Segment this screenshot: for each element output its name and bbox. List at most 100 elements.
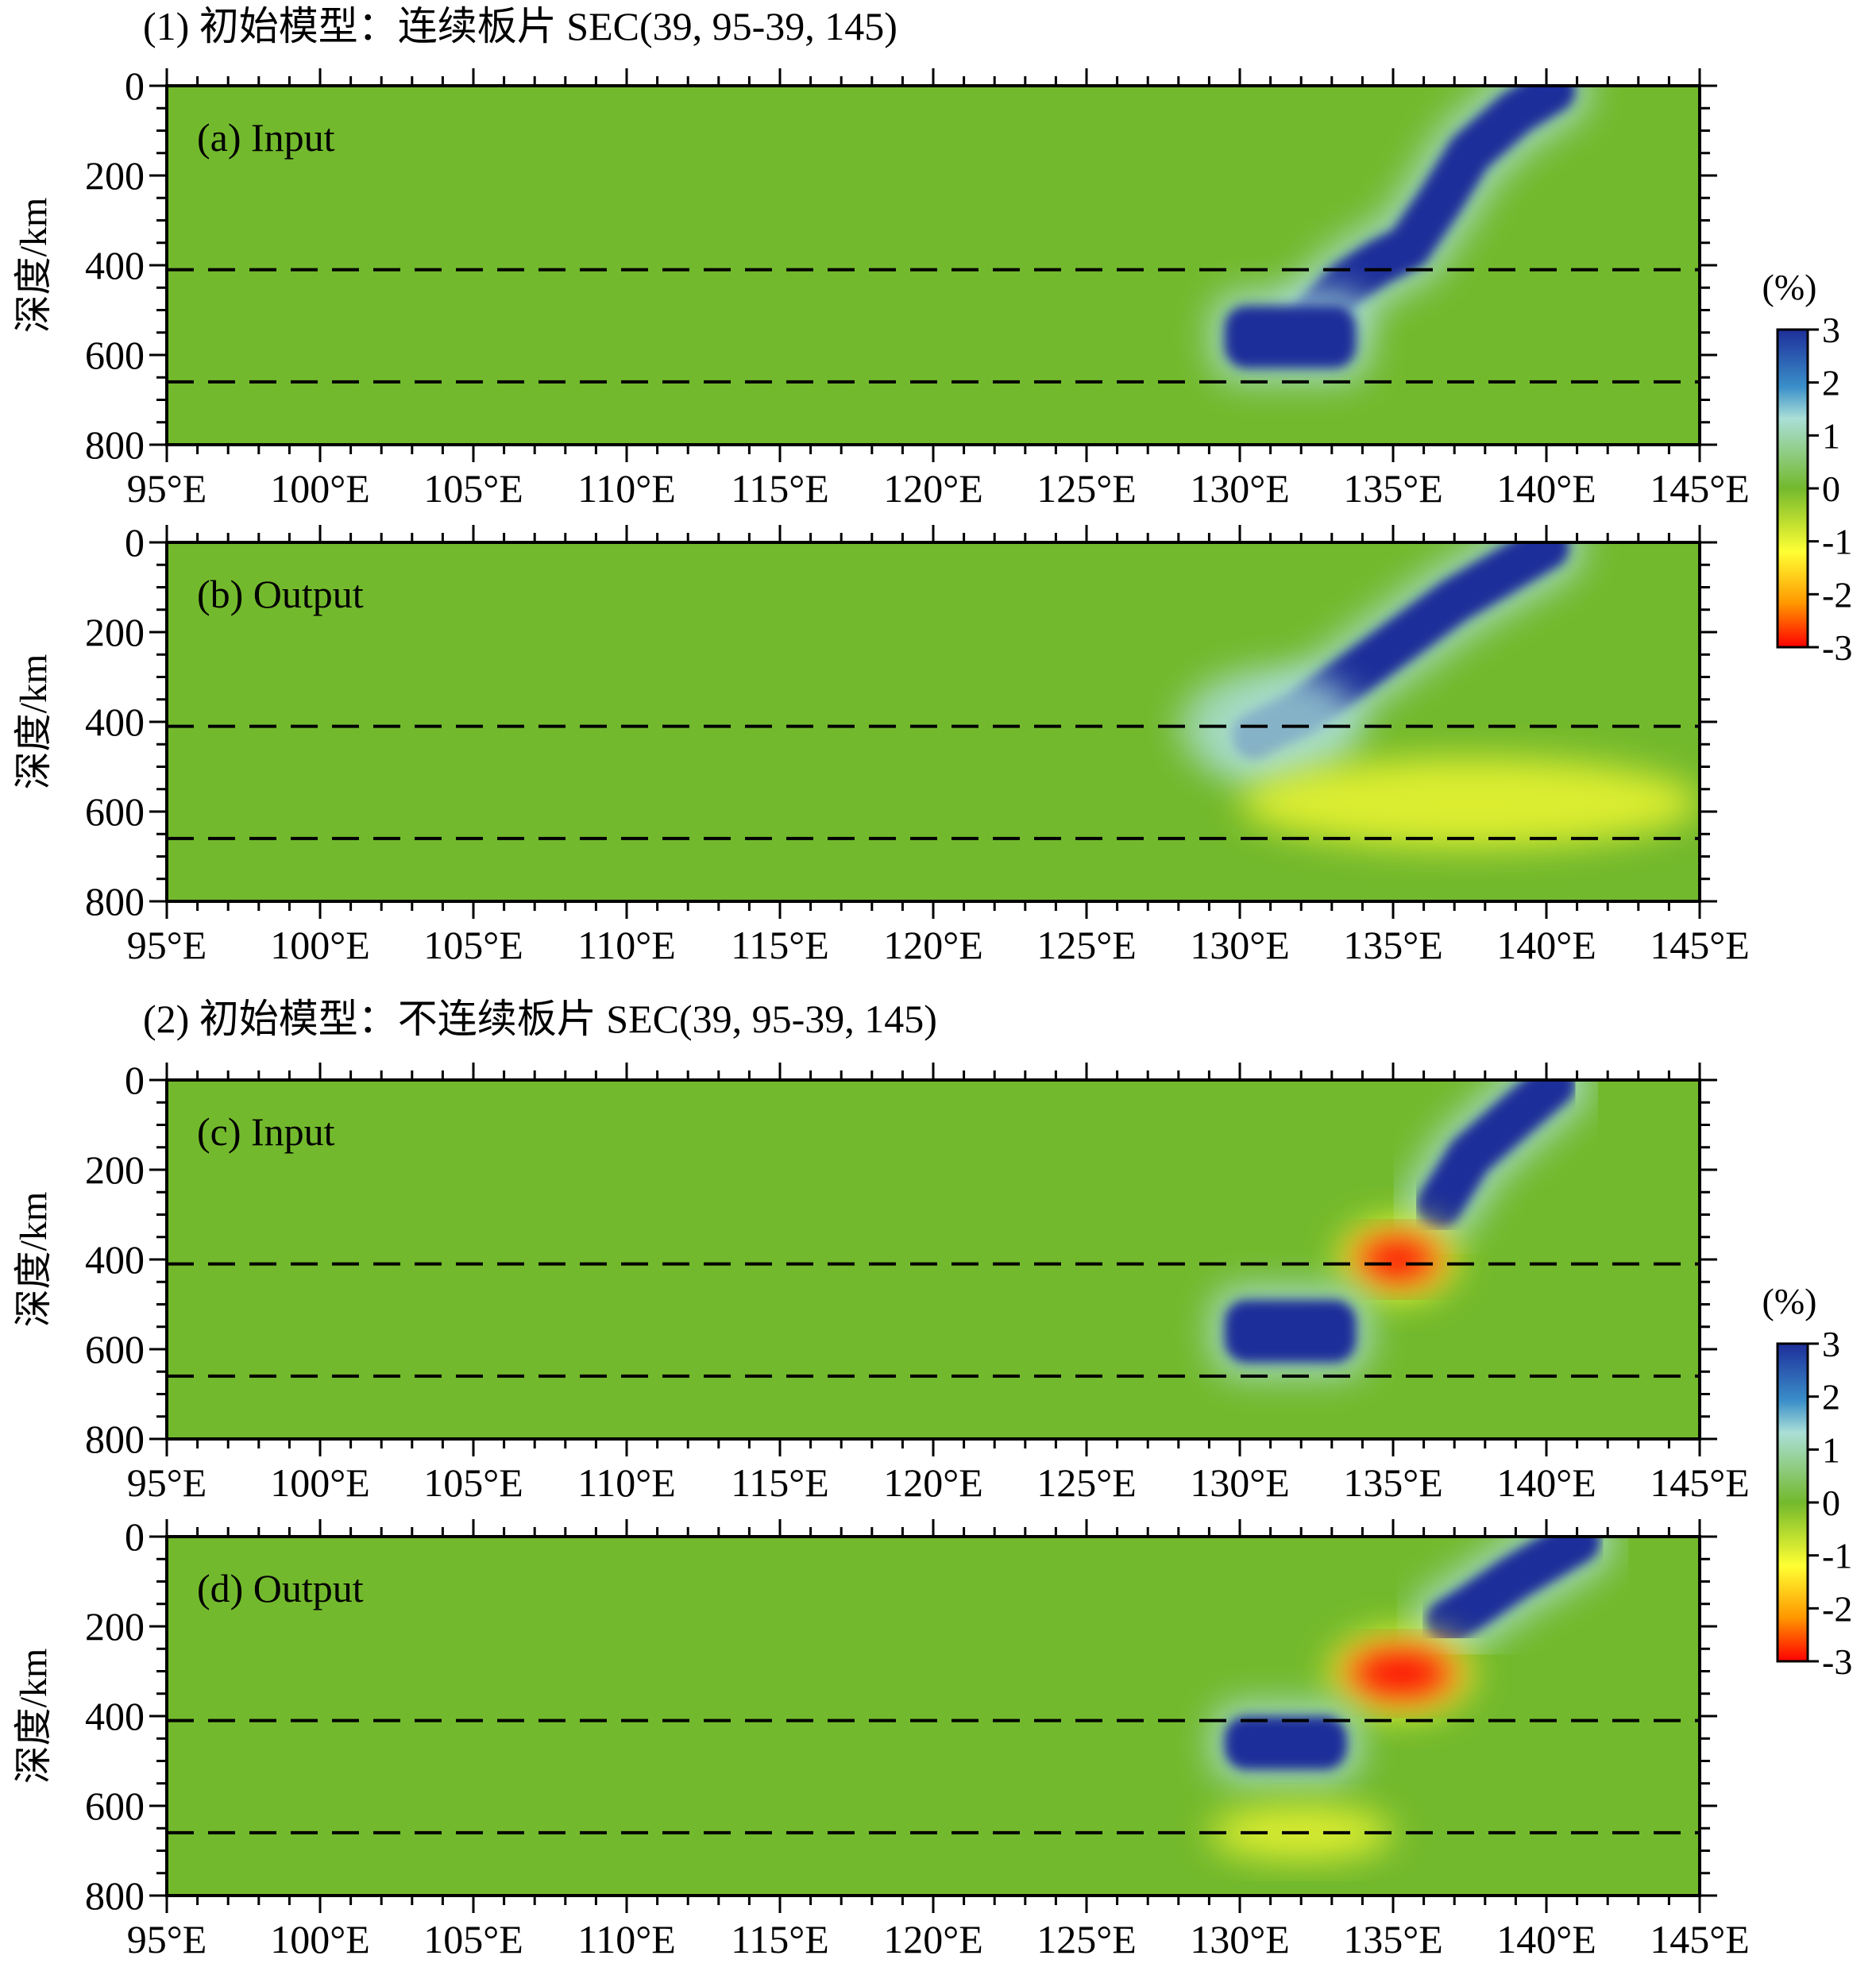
x-tick-label: 105°E bbox=[423, 466, 523, 511]
x-tick-label: 115°E bbox=[731, 1917, 829, 1961]
colorbar-tick-label: 1 bbox=[1822, 1429, 1840, 1470]
colorbar-tick-label: 2 bbox=[1822, 363, 1840, 403]
y-tick-label: 200 bbox=[85, 153, 145, 198]
x-tick-label: 135°E bbox=[1343, 1917, 1443, 1961]
y-tick-label: 800 bbox=[85, 1873, 145, 1918]
colorbar-tick-label: -1 bbox=[1822, 522, 1852, 562]
x-tick-label: 135°E bbox=[1343, 466, 1443, 511]
y-tick-label: 400 bbox=[85, 700, 145, 744]
x-tick-label: 100°E bbox=[270, 1460, 370, 1505]
colorbar-title: (%) bbox=[1762, 1281, 1817, 1321]
section-title-1: (1) 初始模型：连续板片 SEC(39, 95-39, 145) bbox=[143, 4, 897, 48]
y-tick-label: 200 bbox=[85, 1148, 145, 1192]
x-tick-label: 115°E bbox=[731, 1460, 829, 1505]
x-tick-label: 140°E bbox=[1496, 1917, 1596, 1961]
panel-label: (c) Input bbox=[197, 1109, 335, 1154]
colorbar-bottom: (%)3 2 1 0 -1 -2 -3 bbox=[1762, 1281, 1853, 1682]
colorbar-scale bbox=[1776, 328, 1809, 649]
x-tick-label: 120°E bbox=[883, 1460, 983, 1505]
y-tick-label: 600 bbox=[85, 1784, 145, 1828]
x-tick-label: 95°E bbox=[127, 923, 207, 967]
blob-anomaly-1 bbox=[1178, 668, 1363, 785]
y-axis-label: 深度/km bbox=[13, 1649, 55, 1784]
x-tick-label: 95°E bbox=[127, 1917, 207, 1961]
colorbar-tick-label: 2 bbox=[1822, 1377, 1840, 1418]
x-tick-label: 100°E bbox=[270, 1917, 370, 1961]
block-anomaly-2 bbox=[1224, 1716, 1348, 1770]
panel-label: (a) Input bbox=[197, 115, 335, 160]
x-tick-label: 120°E bbox=[883, 923, 983, 967]
y-tick-label: 0 bbox=[125, 64, 145, 108]
x-tick-label: 135°E bbox=[1343, 923, 1443, 967]
colorbar-tick-label: -3 bbox=[1822, 1641, 1852, 1682]
x-tick-label: 115°E bbox=[731, 923, 829, 967]
x-tick-label: 110°E bbox=[577, 1460, 676, 1505]
x-tick-label: 105°E bbox=[423, 1460, 523, 1505]
y-tick-label: 0 bbox=[125, 1058, 145, 1102]
x-tick-label: 140°E bbox=[1496, 923, 1596, 967]
x-tick-label: 140°E bbox=[1496, 1460, 1596, 1505]
y-tick-label: 800 bbox=[85, 422, 145, 467]
y-tick-label: 400 bbox=[85, 243, 145, 287]
y-axis-label: 深度/km bbox=[13, 654, 55, 790]
colorbar-tick-label: 1 bbox=[1822, 415, 1840, 456]
x-tick-label: 145°E bbox=[1650, 923, 1750, 967]
x-tick-label: 125°E bbox=[1036, 466, 1137, 511]
slab-anomaly-0 bbox=[1293, 86, 1576, 338]
colorbar-tick-label: 3 bbox=[1822, 310, 1840, 350]
y-tick-label: 400 bbox=[85, 1237, 145, 1282]
x-tick-label: 105°E bbox=[423, 923, 523, 967]
x-tick-label: 100°E bbox=[270, 466, 370, 511]
panel-label: (b) Output bbox=[197, 572, 364, 616]
colorbar-top: (%)3 2 1 0 -1 -2 -3 bbox=[1762, 267, 1853, 668]
y-tick-label: 0 bbox=[125, 1514, 145, 1559]
x-tick-label: 120°E bbox=[883, 466, 983, 511]
x-tick-label: 135°E bbox=[1343, 1460, 1443, 1505]
block-anomaly-1 bbox=[1224, 305, 1357, 368]
x-tick-label: 130°E bbox=[1190, 923, 1290, 967]
colorbar-tick-label: -2 bbox=[1822, 1588, 1852, 1629]
x-tick-label: 125°E bbox=[1036, 1460, 1137, 1505]
y-tick-label: 800 bbox=[85, 1417, 145, 1461]
slab-anomaly-0 bbox=[1425, 1537, 1600, 1645]
y-tick-label: 600 bbox=[85, 1327, 145, 1371]
x-tick-label: 145°E bbox=[1650, 1460, 1750, 1505]
blob-anomaly-2 bbox=[1240, 758, 1700, 848]
x-tick-label: 110°E bbox=[577, 923, 676, 967]
x-tick-label: 95°E bbox=[127, 466, 207, 511]
x-tick-label: 130°E bbox=[1190, 1460, 1290, 1505]
panel-label: (d) Output bbox=[197, 1566, 364, 1610]
x-tick-label: 120°E bbox=[883, 1917, 983, 1961]
blob-anomaly-1 bbox=[1347, 1649, 1455, 1699]
x-tick-label: 145°E bbox=[1650, 1917, 1750, 1961]
y-tick-label: 800 bbox=[85, 879, 145, 924]
x-tick-label: 125°E bbox=[1036, 1917, 1137, 1961]
x-tick-label: 140°E bbox=[1496, 466, 1596, 511]
y-tick-label: 400 bbox=[85, 1694, 145, 1738]
colorbar-tick-label: 0 bbox=[1822, 1483, 1840, 1523]
x-tick-label: 130°E bbox=[1190, 1917, 1290, 1961]
y-tick-label: 200 bbox=[85, 610, 145, 654]
y-axis-label: 深度/km bbox=[13, 198, 55, 334]
y-tick-label: 0 bbox=[125, 520, 145, 565]
y-tick-label: 200 bbox=[85, 1604, 145, 1649]
colorbar-scale bbox=[1776, 1342, 1809, 1663]
blob-anomaly-1 bbox=[1356, 1236, 1439, 1282]
x-tick-label: 105°E bbox=[423, 1917, 523, 1961]
y-tick-label: 600 bbox=[85, 333, 145, 377]
colorbar-tick-label: -3 bbox=[1822, 627, 1852, 668]
x-tick-label: 110°E bbox=[577, 1917, 676, 1961]
colorbar-tick-label: -1 bbox=[1822, 1536, 1852, 1576]
y-tick-label: 600 bbox=[85, 789, 145, 834]
x-tick-label: 125°E bbox=[1036, 923, 1137, 967]
x-tick-label: 95°E bbox=[127, 1460, 207, 1505]
colorbar-tick-label: 3 bbox=[1822, 1324, 1840, 1364]
x-tick-label: 100°E bbox=[270, 923, 370, 967]
x-tick-label: 130°E bbox=[1190, 466, 1290, 511]
colorbar-title: (%) bbox=[1762, 267, 1817, 307]
